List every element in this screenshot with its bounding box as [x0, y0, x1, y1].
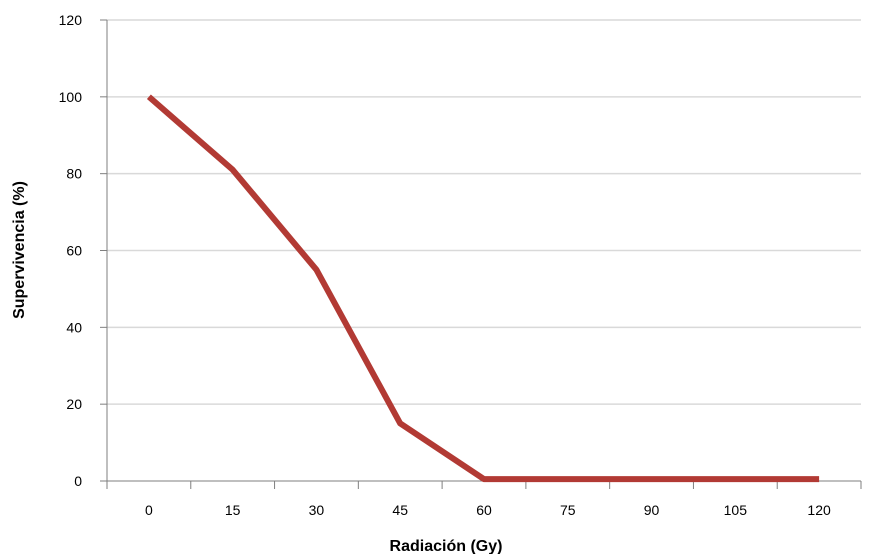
- data-point: [232, 169, 233, 170]
- series-layer: [146, 94, 820, 483]
- x-tick-label: 90: [644, 502, 660, 518]
- y-tick-label: 120: [59, 12, 83, 28]
- y-tick-label: 100: [59, 89, 83, 105]
- data-point: [819, 479, 820, 480]
- y-tick-label: 20: [66, 396, 82, 412]
- y-tick-label: 80: [66, 166, 82, 182]
- x-tick-label: 45: [392, 502, 408, 518]
- x-axis-title: Radiación (Gy): [390, 538, 503, 554]
- data-point: [316, 269, 317, 270]
- data-point: [148, 96, 149, 97]
- y-axis-title: Supervivencia (%): [11, 181, 28, 319]
- data-point: [735, 479, 736, 480]
- data-point: [484, 479, 485, 480]
- y-tick-label: 60: [66, 243, 82, 259]
- y-tick-label: 0: [74, 473, 82, 489]
- series-line: [146, 94, 820, 483]
- x-tick-label: 60: [476, 502, 492, 518]
- x-tick-label: 15: [225, 502, 241, 518]
- data-point: [651, 479, 652, 480]
- x-tick-label: 75: [560, 502, 576, 518]
- x-tick-label: 120: [807, 502, 831, 518]
- data-point: [567, 479, 568, 480]
- x-tick-label: 105: [724, 502, 748, 518]
- y-tick-label: 40: [66, 319, 82, 335]
- tick-labels: 0 20 40 60 80 100 120 0 15 30 45 60 75 90 105 120: [59, 12, 831, 518]
- x-tick-label: 0: [145, 502, 153, 518]
- data-point: [400, 423, 401, 424]
- x-tick-label: 30: [309, 502, 325, 518]
